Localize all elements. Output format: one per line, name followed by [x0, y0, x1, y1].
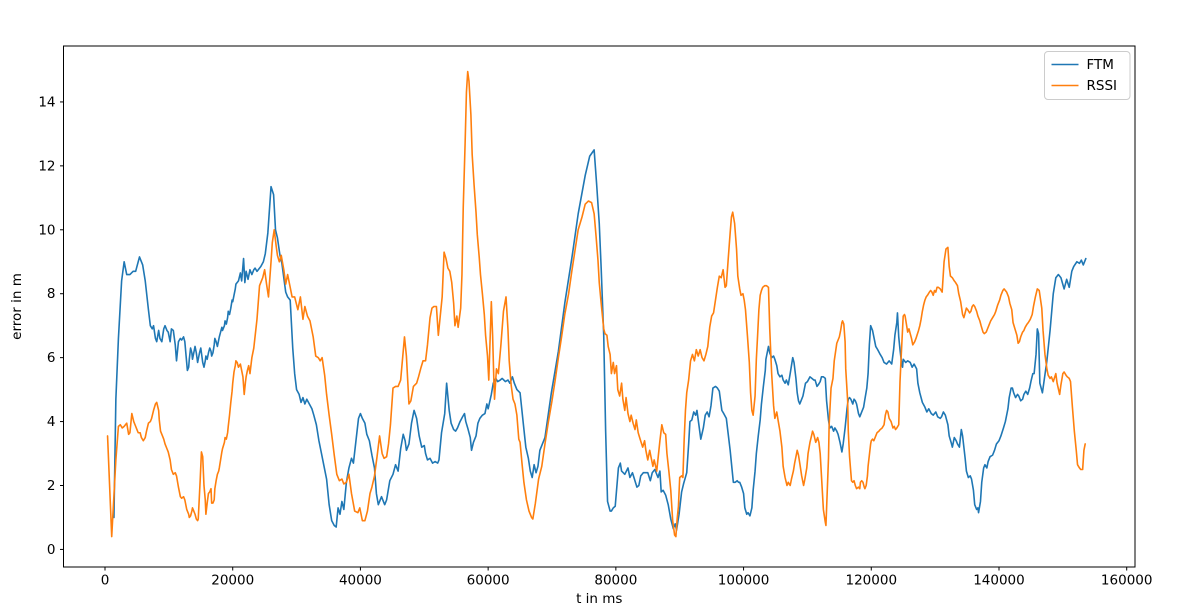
legend-label-rssi: RSSI: [1087, 78, 1118, 94]
y-tick-label: 12: [38, 158, 55, 174]
x-tick-label: 140000: [973, 573, 1025, 589]
y-tick-label: 8: [47, 286, 56, 302]
axes-spines: [63, 45, 1136, 568]
y-tick-label: 2: [47, 478, 56, 494]
x-tick-label: 0: [101, 573, 110, 589]
x-tick-label: 160000: [1101, 573, 1153, 589]
x-tick-label: 20000: [211, 573, 254, 589]
x-tick-label: 40000: [339, 573, 382, 589]
y-tick-label: 0: [47, 542, 56, 558]
y-axis-label: error in m: [9, 273, 25, 340]
legend: FTM RSSI: [1044, 51, 1131, 100]
x-tick-label: 120000: [846, 573, 898, 589]
x-tick-label: 60000: [467, 573, 510, 589]
x-axis-label: t in ms: [576, 591, 622, 607]
legend-label-ftm: FTM: [1087, 57, 1114, 73]
legend-box: [1044, 51, 1131, 100]
y-tick-label: 14: [38, 94, 55, 110]
x-tick-label: 80000: [594, 573, 637, 589]
y-tick-label: 6: [47, 350, 56, 366]
y-tick-label: 10: [38, 222, 55, 238]
y-tick-label: 4: [47, 414, 56, 430]
ftm-line: [113, 149, 1087, 532]
rssi-line: [106, 70, 1086, 538]
x-tick-label: 100000: [718, 573, 770, 589]
series-group: [106, 70, 1087, 538]
